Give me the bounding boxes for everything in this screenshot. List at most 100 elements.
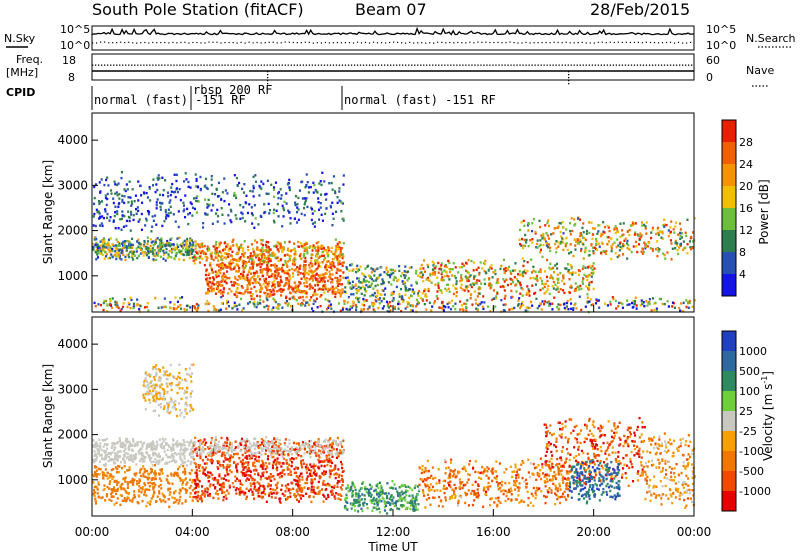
power-cell <box>219 289 222 292</box>
nsearch-point <box>517 42 519 44</box>
power-cell <box>130 210 133 214</box>
velocity-cell <box>177 375 180 378</box>
power-cell <box>319 265 322 268</box>
velocity-cell <box>276 486 279 489</box>
velocity-cell <box>128 440 131 444</box>
velocity-cell <box>152 460 155 463</box>
velocity-cell <box>172 455 175 458</box>
power-cell <box>114 250 117 253</box>
velocity-cell <box>99 442 102 445</box>
velocity-cell <box>226 470 229 474</box>
velocity-cell <box>130 458 133 462</box>
power-cell <box>173 173 176 176</box>
power-cell <box>394 276 397 279</box>
freq-spike-point <box>266 83 269 85</box>
power-cell <box>434 267 437 270</box>
power-cell <box>404 289 407 292</box>
power-cell <box>262 300 265 303</box>
power-cell <box>564 267 567 270</box>
power-cell <box>210 267 213 270</box>
nave-point <box>414 64 416 66</box>
velocity-cell <box>170 449 173 452</box>
power-cell <box>185 239 188 243</box>
power-cell <box>386 302 389 306</box>
velocity-cell <box>136 480 139 483</box>
power-cell <box>562 303 565 306</box>
power-cell <box>196 306 199 310</box>
velocity-cell <box>162 395 165 398</box>
power-cell <box>291 296 294 299</box>
power-cell <box>390 291 393 294</box>
power-cell <box>284 301 287 305</box>
power-cell <box>532 269 535 272</box>
power-cell <box>402 298 405 302</box>
power-cell <box>482 262 485 265</box>
power-cell <box>317 197 320 200</box>
power-cell <box>176 190 179 194</box>
power-cell <box>475 302 478 305</box>
velocity-cell <box>123 459 126 462</box>
power-cell <box>336 281 339 285</box>
power-cell <box>314 277 317 280</box>
power-cell <box>201 245 204 248</box>
power-cell <box>317 264 320 267</box>
power-cell <box>328 304 331 307</box>
velocity-cell <box>149 467 152 471</box>
power-cell <box>254 279 257 282</box>
nave-point <box>305 64 307 66</box>
power-cell <box>277 192 280 195</box>
power-cell <box>372 305 375 308</box>
nave-point <box>218 64 220 66</box>
nsearch-point <box>429 42 431 44</box>
power-cell <box>250 243 253 246</box>
power-cell <box>590 275 593 278</box>
power-cell <box>261 244 264 247</box>
power-cell <box>578 295 581 298</box>
nave-point <box>107 64 109 66</box>
velocity-cell <box>187 459 190 463</box>
nave-point <box>513 64 515 66</box>
power-cell <box>180 307 183 310</box>
power-cell <box>226 243 229 246</box>
power-cell <box>571 273 574 276</box>
nsearch-point <box>296 42 298 44</box>
power-cell <box>317 201 320 204</box>
nave-point <box>462 64 464 66</box>
velocity-cell <box>315 444 318 448</box>
velocity-cell <box>189 441 192 444</box>
velocity-cell <box>153 385 156 388</box>
nsearch-point <box>381 42 383 44</box>
velocity-cell <box>103 451 106 454</box>
nave-point <box>122 64 124 66</box>
velocity-cell <box>273 437 276 440</box>
power-cell <box>303 291 306 295</box>
velocity-cell <box>191 450 194 453</box>
nsearch-point <box>172 41 174 44</box>
power-cell <box>182 253 185 257</box>
power-cell <box>303 249 306 252</box>
power-cell <box>240 292 243 295</box>
power-cell <box>207 284 210 287</box>
power-cell <box>440 291 443 294</box>
velocity-cell <box>167 497 170 501</box>
power-cell <box>404 274 407 277</box>
power-cell <box>364 275 367 279</box>
power-cell <box>280 280 283 284</box>
power-cell <box>139 304 142 308</box>
power-cell <box>341 202 344 205</box>
power-cell <box>303 207 306 210</box>
power-cell <box>534 291 537 295</box>
power-cell <box>422 273 425 276</box>
velocity-cell <box>123 497 126 500</box>
power-cell <box>185 308 188 311</box>
power-cell <box>220 256 223 259</box>
power-cell <box>219 262 222 266</box>
power-cell <box>432 262 435 265</box>
power-cell <box>231 250 234 253</box>
power-cell <box>123 215 126 218</box>
power-cell <box>591 265 594 268</box>
velocity-cell <box>277 461 280 464</box>
power-cell <box>214 253 217 256</box>
power-cell <box>676 244 679 247</box>
power-cell <box>576 242 579 245</box>
